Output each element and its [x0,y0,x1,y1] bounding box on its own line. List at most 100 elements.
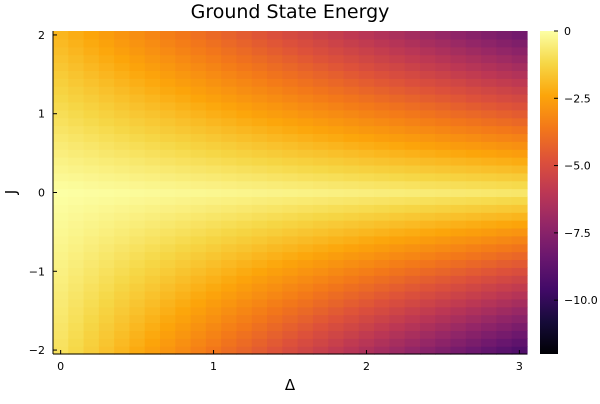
heatmap-cell [68,31,85,40]
heatmap-cell [511,251,528,261]
heatmap-cell [144,62,161,71]
heatmap-cell [236,227,253,237]
heatmap-cell [511,283,528,292]
heatmap-cell [144,330,161,339]
colorbar-tick-label: −2.5 [564,92,591,105]
heatmap-cell [236,101,253,111]
heatmap-cell [312,298,329,308]
heatmap-cell [374,283,390,292]
heatmap-cell [53,164,69,174]
heatmap-cell [481,227,498,237]
heatmap-cell [190,109,207,119]
heatmap-cell [404,172,421,182]
heatmap-cell [481,322,498,331]
heatmap-cell [160,125,176,135]
heatmap-cell [98,220,115,229]
heatmap-cell [205,164,222,174]
heatmap-cell [374,133,390,142]
heatmap-cell [297,54,314,64]
heatmap-cell [160,109,176,119]
heatmap-cell [312,86,329,95]
heatmap-cell [160,117,176,127]
heatmap-cell [481,243,498,253]
heatmap-cell [404,188,421,198]
heatmap-cell [236,117,253,127]
heatmap-cell [68,338,85,347]
heatmap-cell [236,94,253,103]
heatmap-cell [511,38,528,48]
heatmap-cell [114,235,131,245]
heatmap-cell [450,54,467,64]
heatmap-cell [83,220,100,229]
heatmap-cell [175,46,192,56]
heatmap-cell [68,109,85,119]
heatmap-cell [114,157,131,166]
heatmap-cell [205,133,222,142]
heatmap-cell [114,220,131,229]
heatmap-cell [251,54,268,64]
heatmap-cell [236,283,253,292]
heatmap-cell [496,314,513,324]
heatmap-cell [83,275,100,284]
heatmap-cell [343,346,360,355]
heatmap-cell [374,109,390,119]
heatmap-cell [312,54,329,64]
heatmap-cell [450,275,467,284]
heatmap-cell [68,133,85,142]
heatmap-cell [404,290,421,300]
heatmap-cell [419,54,436,64]
heatmap-cell [114,46,131,56]
heatmap-cell [114,180,131,190]
heatmap-cell [267,125,283,135]
heatmap-cell [236,86,253,95]
heatmap-cell [282,212,299,221]
heatmap-cell [236,180,253,190]
heatmap-cell [358,259,375,268]
heatmap-cell [450,338,467,347]
heatmap-cell [481,172,498,182]
heatmap-cell [435,117,452,127]
heatmap-cell [190,306,207,316]
heatmap-cell [221,149,238,158]
heatmap-cell [481,62,498,71]
heatmap-cell [98,204,115,213]
heatmap-cell [160,243,176,253]
heatmap-cell [282,338,299,347]
heatmap-cell [435,196,452,205]
heatmap-cell [83,338,100,347]
heatmap-cell [267,38,283,48]
heatmap-cell [328,117,345,127]
heatmap-cell [465,259,482,268]
heatmap-cell [282,157,299,166]
heatmap-cell [160,164,176,174]
heatmap-cell [68,298,85,308]
heatmap-cell [144,188,161,198]
heatmap-cell [496,346,513,355]
heatmap-cell [221,31,238,40]
y-tick-label: 2 [38,29,45,42]
heatmap-cell [236,212,253,221]
heatmap-cell [496,306,513,316]
heatmap-cell [511,164,528,174]
heatmap-cell [465,314,482,324]
heatmap-cell [221,259,238,268]
heatmap-cell [389,243,406,253]
heatmap-cell [267,227,283,237]
heatmap-cell [221,38,238,48]
heatmap-cell [190,62,207,71]
heatmap-cell [83,322,100,331]
heatmap-cell [465,283,482,292]
heatmap-cell [496,149,513,158]
heatmap-cell [236,338,253,347]
heatmap-cell [205,157,222,166]
heatmap-cell [175,275,192,284]
heatmap-cell [465,86,482,95]
heatmap-cell [251,188,268,198]
heatmap-cell [389,251,406,261]
heatmap-cell [53,267,69,276]
heatmap-cell [389,196,406,205]
heatmap-cell [297,259,314,268]
heatmap-cell [98,338,115,347]
heatmap-cell [236,322,253,331]
heatmap-cell [221,220,238,229]
